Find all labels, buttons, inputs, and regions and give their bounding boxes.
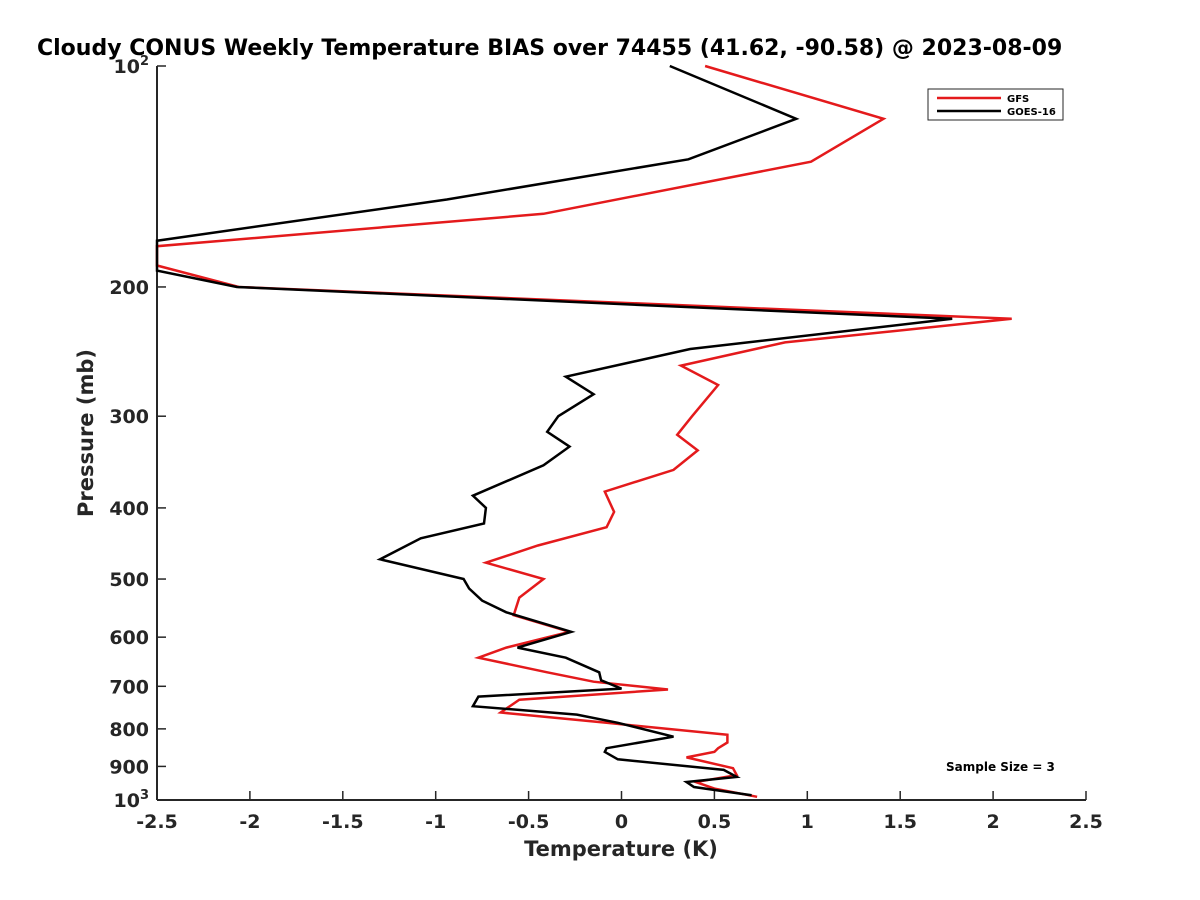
y-tick-label: 400 — [109, 498, 149, 520]
y-tick-label: 800 — [109, 719, 149, 741]
y-tick-label: 200 — [109, 277, 149, 299]
x-ticks: -2.5 -2 -1.5 -1 -0.5 0 0.5 1 1.5 2 2.5 — [136, 791, 1103, 833]
y-axis-label: Pressure (mb) — [74, 349, 98, 517]
plot-area — [156, 66, 1086, 801]
series-line-goes-16 — [155, 64, 953, 797]
x-tick-label: -1.5 — [322, 811, 364, 833]
chart-title: Cloudy CONUS Weekly Temperature BIAS ove… — [37, 36, 1062, 61]
legend-box — [927, 88, 1064, 121]
x-tick-label: 2.5 — [1069, 811, 1103, 833]
y-tick-label: 103 — [114, 788, 150, 812]
x-tick-label: -2.5 — [136, 811, 178, 833]
x-tick-label: 2 — [986, 811, 999, 833]
series-lines — [155, 64, 1012, 799]
x-tick-label: -0.5 — [508, 811, 550, 833]
y-tick-label: 102 — [114, 54, 150, 78]
x-tick-label: 0.5 — [698, 811, 732, 833]
y-tick-label: 900 — [109, 756, 149, 778]
x-axis-label: Temperature (K) — [524, 837, 718, 861]
sample-size-annotation: Sample Size = 3 — [946, 760, 1055, 774]
legend-label: GFS — [1007, 94, 1029, 105]
legend-label: GOES-16 — [1007, 107, 1056, 118]
x-tick-label: 1 — [801, 811, 814, 833]
y-tick-label: 500 — [109, 569, 149, 591]
x-tick-label: -1 — [425, 811, 446, 833]
x-tick-label: 0 — [615, 811, 628, 833]
y-tick-label: 700 — [109, 676, 149, 698]
legend: GFS GOES-16 — [927, 88, 1064, 121]
y-tick-label: 600 — [109, 627, 149, 649]
x-tick-label: -2 — [239, 811, 260, 833]
x-tick-label: 1.5 — [883, 811, 917, 833]
series-line-gfs — [155, 64, 1012, 799]
y-ticks: 102 200 300 400 500 600 700 800 900 103 — [109, 54, 166, 812]
y-tick-label: 300 — [109, 406, 149, 428]
